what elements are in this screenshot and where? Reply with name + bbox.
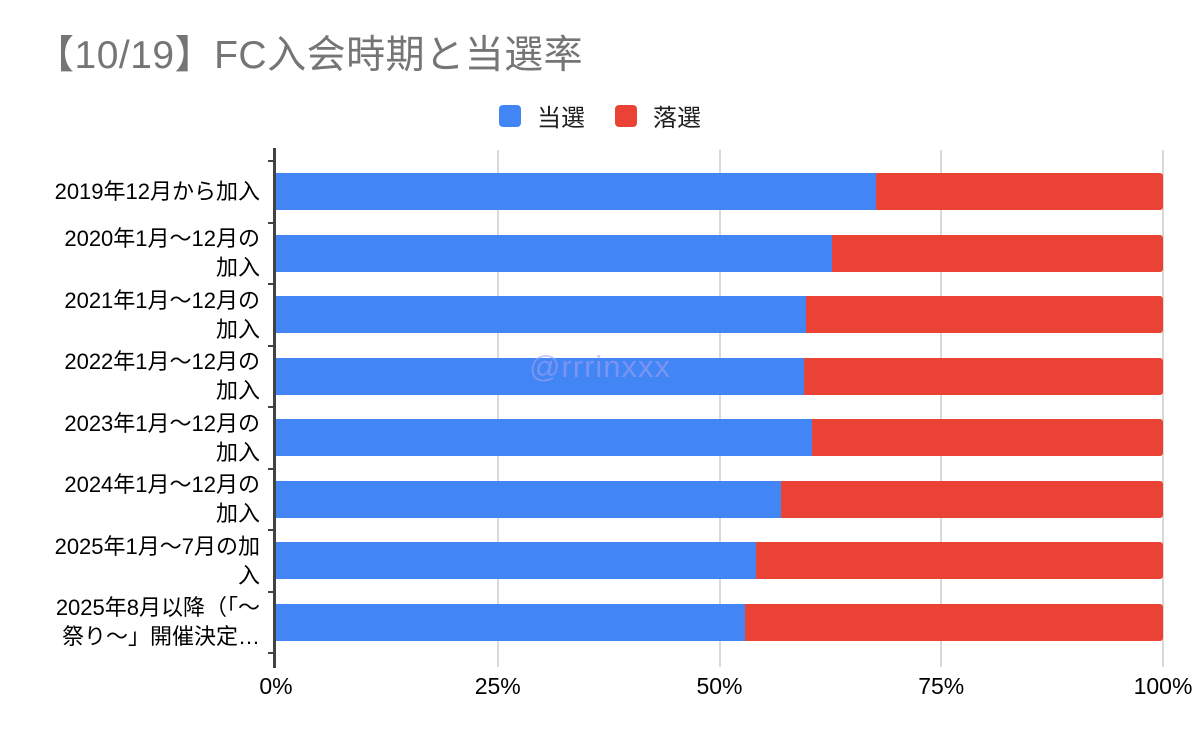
category-label: 2021年1月〜12月の 加入 <box>64 287 260 342</box>
y-axis-tick <box>268 590 276 593</box>
bar-segment-win <box>276 480 781 518</box>
y-axis-tick <box>268 160 276 162</box>
bar-segment-lose <box>811 419 1163 457</box>
x-axis-labels: 0% 25% 50% 75% 100% <box>259 673 1192 703</box>
category-label: 2020年1月〜12月の 加入 <box>64 226 260 281</box>
bar-segment-win <box>276 542 756 580</box>
chart-row: 2024年1月〜12月の 加入 <box>36 469 1163 531</box>
chart-row: 2021年1月〜12月の 加入 <box>36 284 1163 346</box>
category-label: 2025年8月以降（「〜 祭り〜」開催決定… <box>55 595 260 650</box>
bar-track <box>276 357 1163 395</box>
legend-swatch <box>499 104 521 127</box>
x-tick-label: 75% <box>918 673 965 699</box>
x-tick-label: 0% <box>259 673 293 699</box>
bar-segment-win <box>276 234 833 272</box>
legend-item-lose: 落選 <box>615 98 701 133</box>
legend-swatch <box>615 104 637 127</box>
gridline-50 <box>718 150 721 667</box>
bar-segment-win <box>276 296 806 334</box>
chart-row: 2023年1月〜12月の 加入 <box>36 407 1163 469</box>
chart-row: 2020年1月〜12月の 加入 <box>36 223 1163 285</box>
y-axis-tick <box>268 406 276 408</box>
bar-track <box>276 234 1163 272</box>
x-tick-label: 100% <box>1133 673 1193 699</box>
chart-rows: 2019年12月から加入 2020年1月〜12月の 加入 2021年1月〜12月の … <box>36 161 1163 653</box>
bar-segment-lose <box>780 480 1163 518</box>
legend: 当選 落選 <box>0 98 1200 133</box>
x-tick-label: 50% <box>696 673 743 699</box>
gridline-75 <box>940 150 943 667</box>
chart-row: 2025年1月〜7月の加 入 <box>36 530 1163 592</box>
y-axis-tick <box>268 529 276 531</box>
bar-segment-lose <box>755 542 1163 580</box>
bar-track <box>276 173 1163 211</box>
category-label: 2019年12月から加入 <box>54 179 260 205</box>
bar-track <box>276 296 1163 334</box>
legend-label: 当選 <box>537 105 585 132</box>
y-axis-tick <box>268 467 276 470</box>
bar-segment-win <box>276 419 812 457</box>
bar-segment-lose <box>805 296 1163 334</box>
legend-label: 落選 <box>653 105 701 132</box>
x-tick-label: 25% <box>474 673 521 699</box>
bar-track <box>276 419 1163 457</box>
y-axis-line <box>273 148 276 668</box>
y-axis-tick <box>268 652 276 654</box>
chart-row: 2025年8月以降（「〜 祭り〜」開催決定… <box>36 592 1163 654</box>
bar-segment-win <box>276 357 804 395</box>
chart-row: 2022年1月〜12月の 加入 <box>36 346 1163 408</box>
bar-segment-lose <box>803 357 1163 395</box>
category-label: 2023年1月〜12月の 加入 <box>64 410 260 465</box>
category-label: 2025年1月〜7月の加 入 <box>54 533 260 588</box>
bar-track <box>276 603 1163 641</box>
chart-title: 【10/19】FC入会時期と当選率 <box>35 34 584 77</box>
bar-track <box>276 542 1163 580</box>
bar-track <box>276 480 1163 518</box>
chart-row: 2019年12月から加入 <box>36 161 1163 223</box>
gridline-100 <box>1162 150 1164 667</box>
bar-segment-lose <box>875 173 1163 211</box>
bar-segment-win <box>276 173 876 211</box>
y-axis-tick <box>268 221 276 224</box>
y-axis-tick <box>268 283 276 285</box>
bar-segment-lose <box>832 234 1163 272</box>
legend-item-win: 当選 <box>499 98 585 133</box>
y-axis-tick <box>268 344 276 347</box>
category-label: 2024年1月〜12月の 加入 <box>64 472 260 527</box>
category-label: 2022年1月〜12月の 加入 <box>64 349 260 404</box>
bar-segment-win <box>276 603 746 641</box>
bar-segment-lose <box>745 603 1163 641</box>
plot-area <box>268 148 1164 668</box>
gridline-25 <box>496 150 499 667</box>
watermark: @rrrinxxx <box>528 349 672 384</box>
